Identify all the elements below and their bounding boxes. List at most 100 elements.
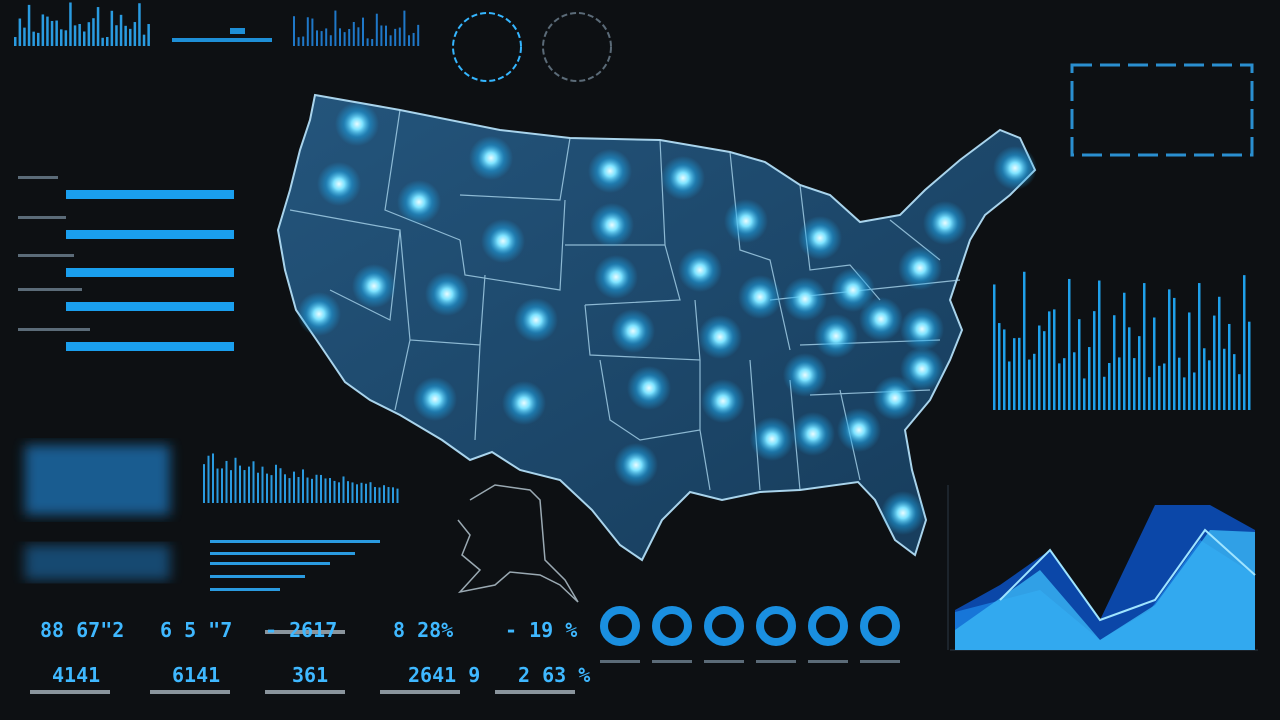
bar-deco xyxy=(311,18,314,46)
readouts: 88 67"2 6 5 "7 - 2617 8 28% - 19 % 4141 … xyxy=(40,618,590,687)
bar-deco xyxy=(302,469,304,503)
bar-deco xyxy=(55,20,58,46)
bar-deco xyxy=(212,453,214,503)
bar-deco xyxy=(374,487,376,503)
bar-deco xyxy=(385,25,387,46)
bar-deco xyxy=(320,31,323,46)
bar-deco xyxy=(1098,280,1101,410)
bar-deco xyxy=(221,468,223,503)
underline xyxy=(30,690,110,694)
state-glow xyxy=(469,136,513,180)
hbar-deco xyxy=(66,342,234,351)
bar-deco xyxy=(284,474,286,503)
bar-deco xyxy=(270,475,273,503)
bar-deco xyxy=(1173,297,1176,410)
bar-deco xyxy=(347,481,349,503)
state-glow xyxy=(627,366,671,410)
state-glow xyxy=(397,180,441,224)
bar-deco xyxy=(369,482,372,503)
bar-deco xyxy=(1163,363,1166,410)
bar-deco xyxy=(124,25,127,46)
bar-deco xyxy=(275,464,277,503)
hbar-deco xyxy=(18,288,82,291)
blur-panel xyxy=(25,445,170,515)
bar-deco xyxy=(1033,353,1036,410)
state-glow xyxy=(678,248,722,292)
state-glow xyxy=(993,146,1037,190)
readout: 361 xyxy=(292,663,328,687)
bar-deco xyxy=(1148,377,1151,410)
bar-deco xyxy=(329,478,331,503)
bar-deco xyxy=(1193,372,1196,410)
bar-deco xyxy=(18,18,22,46)
bar-deco xyxy=(1133,358,1136,410)
bar-deco xyxy=(1093,311,1096,410)
bar-deco xyxy=(69,2,72,46)
bar-deco xyxy=(87,22,91,46)
bar-deco xyxy=(41,14,45,46)
donut xyxy=(860,606,900,646)
bar-deco xyxy=(1003,329,1006,410)
underline xyxy=(265,690,345,694)
bar-deco xyxy=(334,10,337,47)
bar-deco xyxy=(50,20,54,46)
bar-deco xyxy=(27,4,31,46)
readout: - 19 % xyxy=(505,618,577,642)
bar-deco xyxy=(351,482,354,503)
bar-deco xyxy=(138,3,141,46)
bar-deco xyxy=(101,37,104,46)
donut xyxy=(652,606,692,646)
bar-deco xyxy=(360,482,363,503)
bar-deco xyxy=(333,480,336,503)
bar-deco xyxy=(1203,348,1206,410)
bar-deco xyxy=(261,466,264,503)
donut xyxy=(704,606,744,646)
state-glow xyxy=(698,315,742,359)
bar-deco xyxy=(394,28,397,46)
bar-deco xyxy=(37,32,40,46)
hbar-deco xyxy=(66,302,234,311)
underline xyxy=(380,690,460,694)
bar-deco xyxy=(1183,377,1186,410)
bar-deco xyxy=(403,10,406,47)
bar-deco xyxy=(993,284,996,410)
bar-deco xyxy=(1178,357,1181,410)
readout: 8 28% xyxy=(393,618,453,642)
bar-deco xyxy=(83,31,86,46)
bar-deco xyxy=(64,30,68,46)
bar-deco xyxy=(1043,331,1046,410)
readout: 2 63 % xyxy=(518,663,590,687)
bar-deco xyxy=(1223,348,1226,410)
bar-deco xyxy=(1143,283,1146,410)
bar-deco xyxy=(315,474,318,503)
bar-deco xyxy=(306,17,309,46)
hbar-deco xyxy=(210,540,380,543)
state-glow xyxy=(738,275,782,319)
state-glow xyxy=(898,246,942,290)
bar-deco xyxy=(311,478,313,503)
donut-caption xyxy=(600,660,640,663)
bar-deco xyxy=(129,28,132,46)
hbar-deco xyxy=(66,190,234,199)
bar-deco xyxy=(119,14,123,46)
bar-deco xyxy=(293,471,295,503)
hbar-deco xyxy=(18,254,74,257)
donut-caption xyxy=(704,660,744,663)
bar-deco xyxy=(1108,363,1111,410)
readout: - 2617 xyxy=(265,618,337,642)
bar-deco xyxy=(239,465,241,503)
bar-deco xyxy=(1073,352,1076,410)
hbar-deco xyxy=(210,552,355,555)
bar-deco xyxy=(1058,363,1061,410)
state-glow xyxy=(783,277,827,321)
hbar-deco xyxy=(18,176,58,179)
bar-deco xyxy=(46,16,49,46)
bar-deco xyxy=(1238,374,1241,410)
readout: 2641 9 xyxy=(408,663,480,687)
bar-deco xyxy=(73,25,77,46)
bar-deco xyxy=(14,37,17,46)
donut-caption xyxy=(808,660,848,663)
state-glow xyxy=(352,264,396,308)
bar-deco xyxy=(343,32,346,46)
